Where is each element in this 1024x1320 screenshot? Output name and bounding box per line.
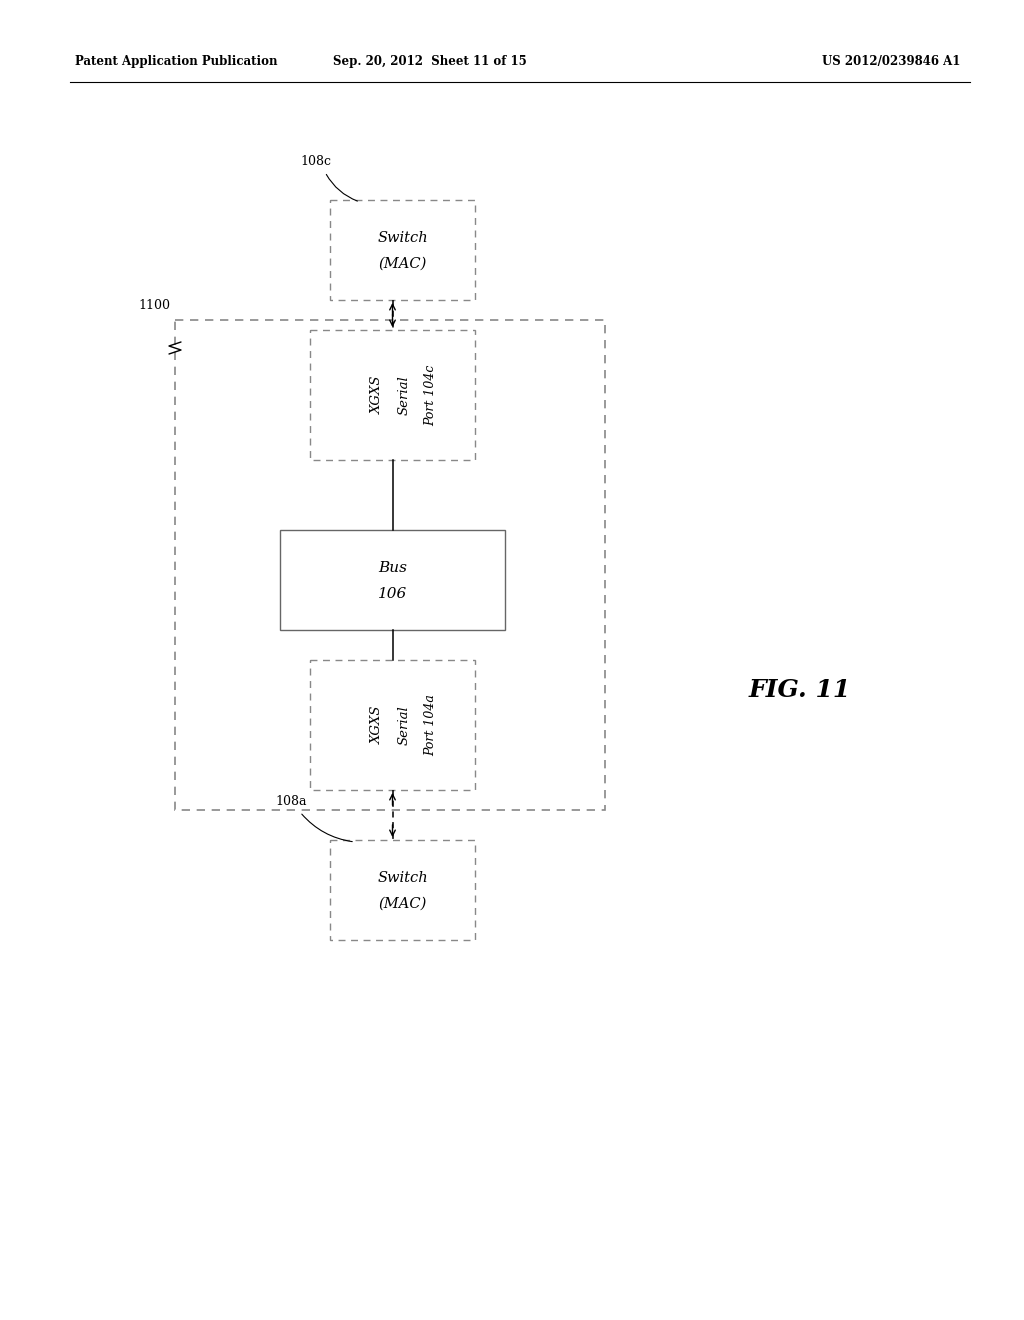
Text: (MAC): (MAC)	[378, 257, 427, 271]
Text: US 2012/0239846 A1: US 2012/0239846 A1	[821, 55, 961, 69]
Bar	[330, 201, 475, 300]
Text: Switch: Switch	[377, 231, 428, 246]
Bar	[330, 840, 475, 940]
Text: Sep. 20, 2012  Sheet 11 of 15: Sep. 20, 2012 Sheet 11 of 15	[333, 55, 527, 69]
Text: 108c: 108c	[300, 154, 331, 168]
Text: Switch: Switch	[377, 871, 428, 884]
Text: Serial: Serial	[398, 705, 411, 744]
Text: Patent Application Publication: Patent Application Publication	[75, 55, 278, 69]
Bar	[310, 660, 475, 789]
Text: 108a: 108a	[275, 795, 306, 808]
Text: FIG. 11: FIG. 11	[749, 678, 851, 702]
Text: Port 104a: Port 104a	[424, 694, 437, 756]
Bar	[310, 330, 475, 459]
Text: Serial: Serial	[398, 375, 411, 414]
Text: Bus: Bus	[378, 561, 407, 576]
Text: (MAC): (MAC)	[378, 898, 427, 911]
Text: XGXS: XGXS	[371, 376, 384, 414]
Text: XGXS: XGXS	[371, 706, 384, 744]
Text: 106: 106	[378, 587, 408, 601]
Text: Port 104c: Port 104c	[424, 364, 437, 425]
Bar	[175, 319, 605, 810]
Bar	[280, 531, 505, 630]
Text: 1100: 1100	[138, 300, 170, 312]
